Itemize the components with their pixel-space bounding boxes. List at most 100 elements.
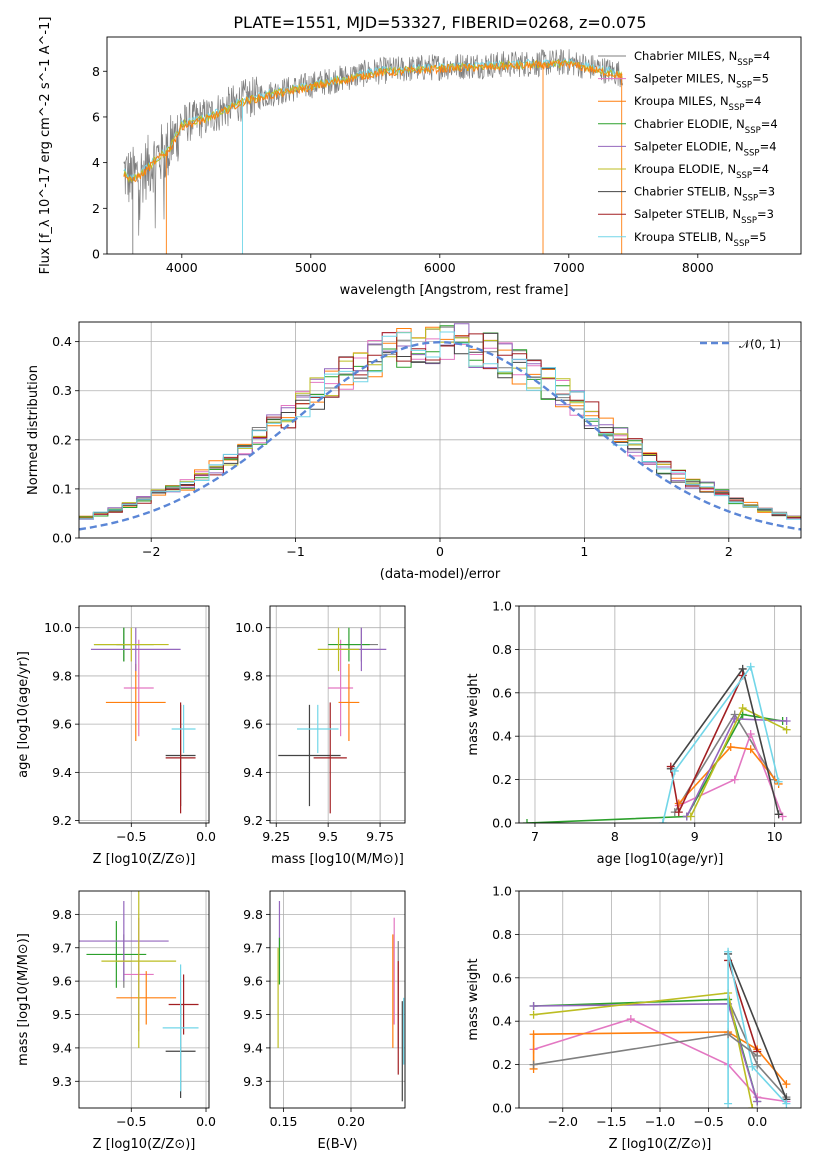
x-tick-label: 8000 [682,260,714,275]
x-tick-label: 0.15 [270,1114,298,1129]
weight-line [727,951,787,1105]
weight-marker [529,1010,538,1019]
y-axis-label: mass weight [466,673,481,755]
y-tick-label: 9.5 [243,1007,263,1022]
x-tick-label: −2.0 [548,1114,578,1129]
x-axis-label: (data-model)/error [380,567,501,582]
weight-marker [674,808,683,817]
x-tick-label: 2 [725,544,733,559]
weight-marker [686,812,695,821]
panel-weight_vs_age: 7 8 9 10 0.0 0.2 0.4 0.6 0.8 1.0 age [log10(age/yr… [466,599,802,867]
x-tick-label: 9 [691,829,699,844]
weight-marker [674,799,683,808]
x-tick-label: 7 [531,829,539,844]
weight-line [533,992,754,1108]
x-tick-label: −1 [286,544,304,559]
weight-marker [666,762,675,771]
weight-marker [529,1002,538,1011]
legend-label: Salpeter STELIB, NSSP=3 [634,207,774,226]
weight-marker [738,703,747,712]
weight-line [533,998,758,1102]
y-tick-label: 0.0 [52,531,72,546]
plot-area [270,606,405,823]
x-tick-label: 7000 [553,260,585,275]
panel-spectrum: 4000 5000 6000 7000 8000 0 2 4 6 8 wavelength [Ang… [38,17,802,298]
y-tick-label: 9.7 [52,940,72,955]
x-tick-label: 8 [611,829,619,844]
weight-line [678,746,780,805]
y-tick-label: 9.8 [243,668,263,683]
weight-line [662,664,780,823]
y-tick-label: 1.0 [492,599,512,614]
y-tick-label: 9.2 [52,813,72,828]
x-tick-label: 9.75 [366,829,394,844]
plot-area [123,48,624,254]
y-tick-label: 10.0 [235,620,263,635]
x-tick-label: −1.0 [645,1114,675,1129]
weight-marker [529,1060,538,1069]
x-axis-label: wavelength [Angstrom, rest frame] [340,283,569,298]
y-tick-label: 0.8 [492,642,512,657]
legend-label: Kroupa MILES, NSSP=4 [634,94,761,113]
weight-line [727,953,788,1100]
y-tick-label: 0.0 [492,1101,512,1116]
weight-marker [782,1080,791,1089]
y-tick-label: 9.4 [243,1040,263,1055]
axes-frame [78,605,210,824]
weight-marker [782,725,791,734]
y-tick-label: 0.4 [492,1014,512,1029]
weight-marker [782,1099,791,1108]
legend-label: Salpeter ELODIE, NSSP=4 [634,139,777,158]
panel-age_vs_mass: 9.25 9.5 9.75 9.2 9.4 9.6 9.8 10.0 mass [log10(M… [235,605,406,867]
plot-area [519,891,801,1108]
weight-marker [753,1051,762,1060]
legend-label: 𝒩(0, 1) [739,337,781,351]
y-tick-label: 9.3 [52,1074,72,1089]
y-tick-label: 9.8 [52,907,72,922]
y-tick-label: 9.8 [243,907,263,922]
weight-marker [529,1030,538,1039]
weight-marker [724,1099,733,1108]
y-tick-label: 0 [92,247,100,262]
y-tick-label: 9.8 [52,668,72,683]
plot-area [79,606,209,823]
y-tick-label: 9.7 [243,940,263,955]
x-axis-label: Z [log10(Z/Z⊙)] [93,1137,196,1152]
y-tick-label: 1.0 [492,884,512,899]
model-spectrum-line [123,59,623,183]
y-tick-label: 9.6 [243,974,263,989]
weight-marker [748,1104,757,1108]
panel-mass_vs_ebv: 0.15 0.20 9.3 9.4 9.5 9.6 9.7 9.8 E(B-V) [243,890,406,1152]
y-tick-label: 9.4 [243,765,263,780]
x-tick-label: 10 [767,829,783,844]
panel-age_vs_Z: −0.5 0.0 9.2 9.4 9.6 9.8 10.0 Z [log10(Z/Z⊙)] ag… [16,605,216,867]
panel-residuals: −2 −1 0 1 2 0.0 0.1 0.2 0.3 0.4 (data-model)/error… [26,321,802,582]
x-tick-label: −0.5 [116,1114,146,1129]
y-tick-label: 9.6 [52,717,72,732]
axes-frame [269,890,406,1109]
weight-marker [753,1060,762,1069]
x-tick-label: 5000 [295,260,327,275]
y-tick-label: 0.4 [492,729,512,744]
legend-label: Chabrier STELIB, NSSP=3 [634,185,775,204]
legend-label: Kroupa STELIB, NSSP=5 [634,230,766,249]
weight-marker [724,1030,733,1039]
axes-frame [78,890,210,1109]
x-tick-label: 1 [580,544,588,559]
y-tick-label: 9.4 [52,765,72,780]
weight-line [674,712,776,813]
x-axis-label: mass [log10(M/M⊙)] [271,852,404,867]
y-tick-label: 0.2 [52,432,72,447]
x-axis-label: age [log10(age/yr)] [597,852,724,867]
plot-area [270,891,405,1108]
x-tick-label: 0.20 [337,1114,365,1129]
x-tick-label: −2 [142,544,160,559]
y-tick-label: 8 [92,64,100,79]
y-axis-label: mass [log10(M/M⊙)] [16,933,31,1066]
weight-line [533,1002,758,1102]
weight-marker [774,810,783,819]
y-tick-label: 10.0 [44,620,72,635]
y-tick-label: 0.2 [492,1057,512,1072]
x-tick-label: −1.5 [596,1114,626,1129]
